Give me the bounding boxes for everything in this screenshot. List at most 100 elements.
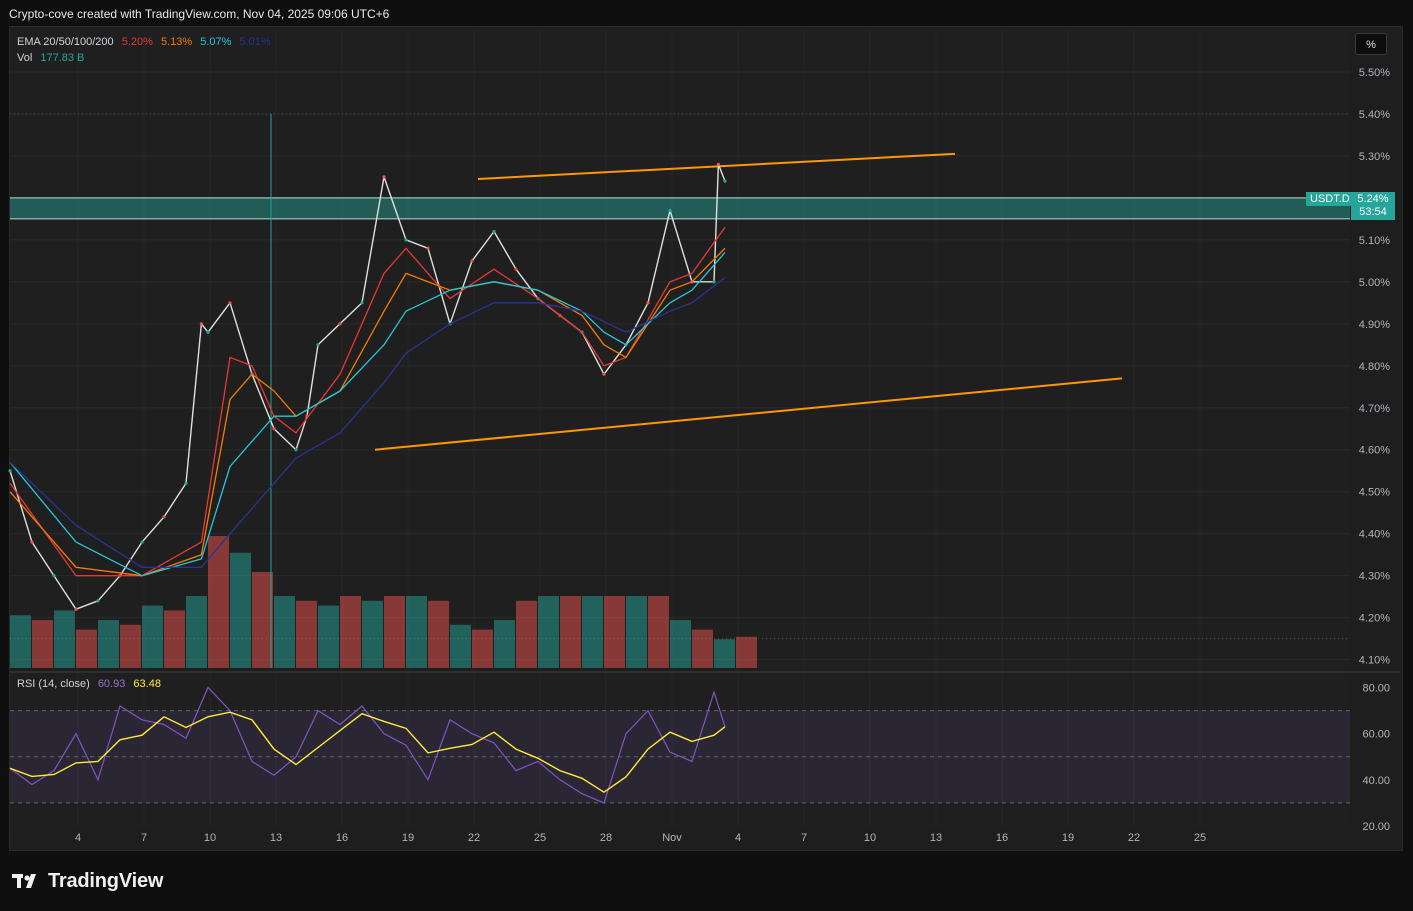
- volume-bar: [362, 600, 383, 668]
- rsi-tick-label: 60.00: [1362, 729, 1390, 741]
- volume-bar: [472, 629, 493, 668]
- vol-legend: Vol 177.83 B: [17, 52, 89, 64]
- rsi-legend-label: RSI (14, close): [17, 678, 90, 690]
- price-series: [8, 162, 727, 611]
- price-point: [140, 540, 144, 544]
- volume-bar: [714, 639, 735, 668]
- price-point: [8, 469, 12, 473]
- price-point: [382, 175, 386, 179]
- price-tick-label: 5.00%: [1359, 277, 1390, 289]
- rsi-tick-label: 40.00: [1362, 775, 1390, 787]
- volume-bar: [384, 596, 405, 668]
- volume-bar: [648, 596, 669, 668]
- price-tick-label: 5.30%: [1359, 151, 1390, 163]
- volume-bar: [32, 620, 53, 668]
- time-tick-label: 19: [1062, 832, 1074, 844]
- bar-countdown: 53:54: [1359, 206, 1387, 218]
- price-point: [30, 540, 34, 544]
- volume-bar: [318, 605, 339, 668]
- volume-bar: [582, 596, 603, 668]
- vol-legend-label: Vol: [17, 52, 33, 64]
- series-line-ema-20: [9, 226, 726, 577]
- ema-legend-label: EMA 20/50/100/200: [17, 36, 114, 48]
- price-point: [602, 372, 606, 376]
- volume-bar: [692, 629, 713, 668]
- rsi-ma-line: [9, 711, 726, 794]
- tradingview-wordmark: TradingView: [48, 869, 164, 892]
- volume-bar: [98, 620, 119, 668]
- rsi-tick-label: 80.00: [1362, 683, 1390, 695]
- volume-bar: [10, 615, 31, 668]
- price-point: [716, 162, 721, 166]
- volume-bar: [406, 596, 427, 668]
- grid-lines: [10, 30, 1400, 826]
- volume-bar: [538, 596, 559, 668]
- volume-bar: [560, 596, 581, 668]
- ema-legend: EMA 20/50/100/200 5.20% 5.13% 5.07% 5.01…: [17, 36, 276, 48]
- time-tick-label: 16: [336, 832, 348, 844]
- time-tick-label: 19: [402, 832, 414, 844]
- volume-bar: [186, 596, 207, 668]
- price-tick-label: 4.30%: [1359, 571, 1390, 583]
- time-tick-label: 10: [864, 832, 876, 844]
- time-tick-label: 22: [1128, 832, 1140, 844]
- trendlines: [270, 113, 1123, 668]
- vol-value: 177.83 B: [40, 52, 85, 64]
- chart-header-title: Crypto-cove created with TradingView.com…: [9, 7, 390, 21]
- price-tick-label: 4.70%: [1359, 403, 1390, 415]
- price-point: [199, 322, 203, 326]
- volume-bar: [428, 600, 449, 668]
- price-point: [52, 574, 56, 578]
- price-point: [316, 343, 320, 347]
- price-tick-label: 5.40%: [1359, 109, 1390, 121]
- rsi-legend: RSI (14, close) 60.93 63.48: [17, 678, 166, 690]
- price-tick-label: 4.10%: [1359, 655, 1390, 667]
- price-point: [162, 515, 166, 519]
- rsi-tick-label: 20.00: [1362, 821, 1390, 833]
- time-tick-label: 10: [204, 832, 216, 844]
- series-line-ema-50: [9, 247, 726, 577]
- time-tick-label: 4: [735, 832, 741, 844]
- time-tick-label: 13: [930, 832, 942, 844]
- price-point: [338, 322, 342, 326]
- volume-bar: [450, 624, 471, 668]
- price-point: [668, 208, 672, 213]
- time-tick-label: 28: [600, 832, 612, 844]
- volume-bar: [76, 629, 97, 668]
- price-point: [426, 246, 430, 250]
- price-tick-label: 4.60%: [1359, 445, 1390, 457]
- volume-bar: [340, 596, 361, 668]
- resistance-zone-rect: [10, 197, 1350, 219]
- volume-bar: [252, 572, 273, 668]
- time-tick-label: 7: [801, 832, 807, 844]
- price-point: [228, 301, 232, 305]
- symbol-tag: USDT.D: [1306, 192, 1354, 206]
- price-tick-label: 5.50%: [1359, 67, 1390, 79]
- rsi-pane-bg: [10, 676, 1350, 826]
- price-tick-label: 4.40%: [1359, 529, 1390, 541]
- last-price-value: 5.24%: [1357, 193, 1389, 205]
- volume-bar: [670, 620, 691, 668]
- time-tick-label: 4: [75, 832, 81, 844]
- series-line-ema-200: [9, 277, 726, 568]
- time-tick-label: 25: [534, 832, 546, 844]
- percent-scale-button[interactable]: %: [1355, 33, 1387, 55]
- tradingview-brand[interactable]: TradingView: [12, 869, 163, 893]
- time-tick-label: 16: [996, 832, 1008, 844]
- time-tick-label: 22: [468, 832, 480, 844]
- price-point: [492, 229, 496, 234]
- ema200-value: 5.01%: [239, 36, 271, 48]
- lower-trendline: [374, 377, 1123, 451]
- price-point: [404, 238, 408, 242]
- time-tick-label: Nov: [662, 832, 682, 844]
- volume-bars: [10, 536, 757, 668]
- ema20-value: 5.20%: [121, 36, 153, 48]
- price-point: [712, 280, 716, 284]
- volume-bar: [736, 636, 757, 668]
- volume-bar: [274, 596, 295, 668]
- time-tick-label: 7: [141, 832, 147, 844]
- price-point: [723, 179, 727, 183]
- price-point: [646, 301, 650, 305]
- volume-bar: [164, 610, 185, 668]
